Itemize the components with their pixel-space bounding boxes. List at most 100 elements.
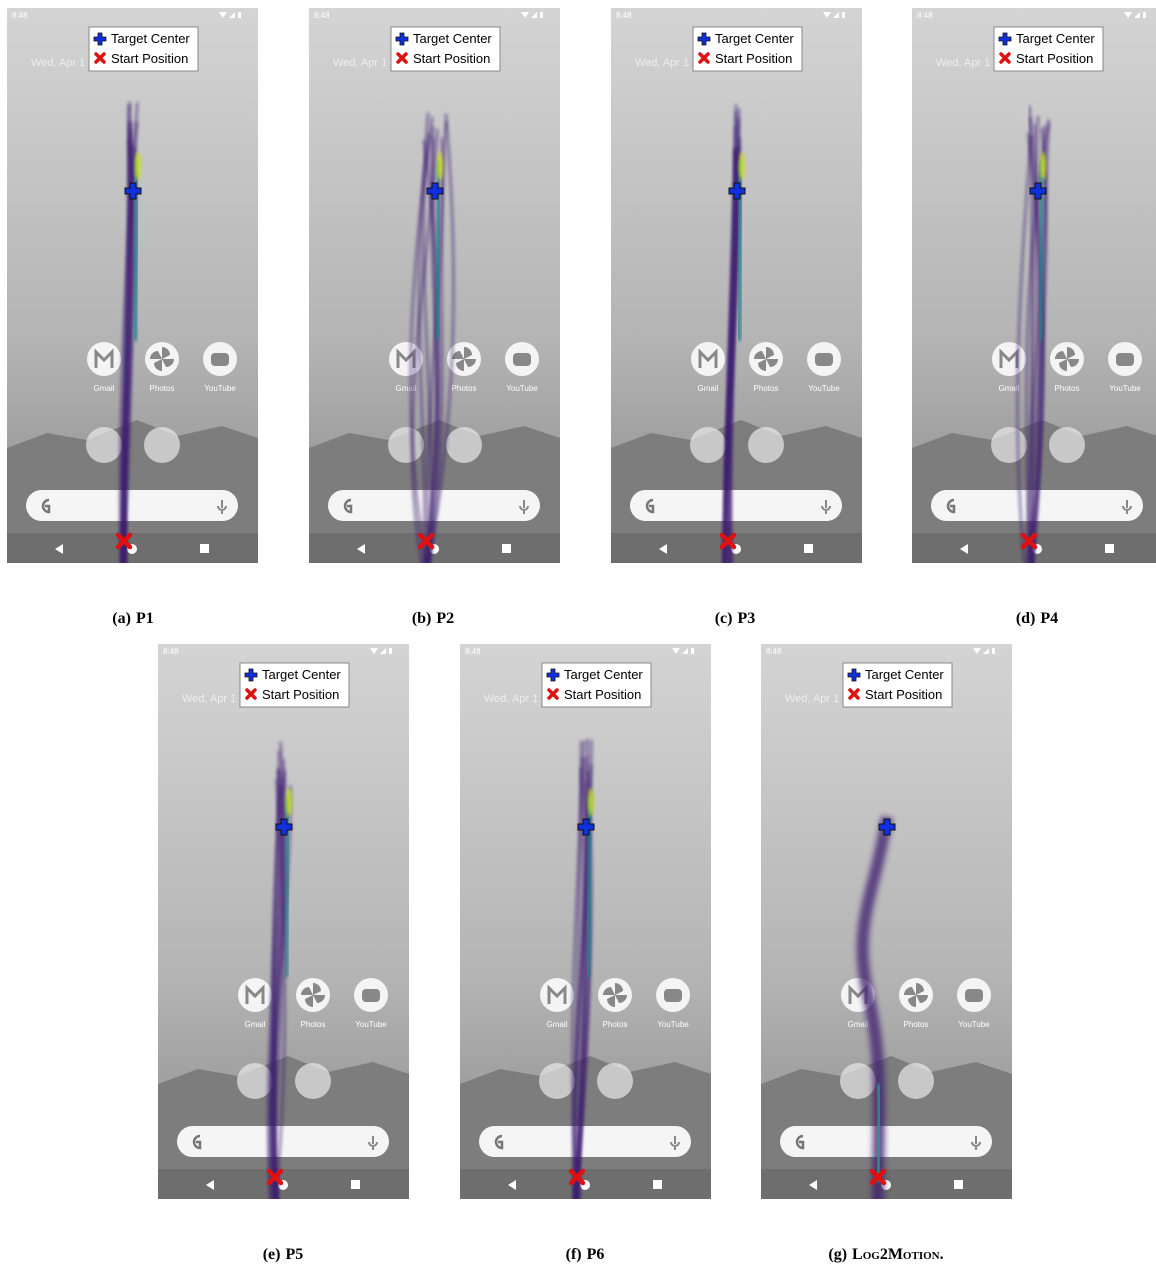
target-marker [577, 818, 595, 836]
dock-icon [898, 1063, 934, 1099]
app-label: Photos [754, 384, 779, 393]
density-peak [437, 152, 443, 180]
start-marker [568, 1168, 586, 1186]
legend-label: Start Position [715, 51, 792, 66]
nav-back [809, 1180, 817, 1190]
legend-target-icon [998, 32, 1012, 46]
trajectory [120, 104, 131, 563]
app-label: YouTube [355, 1020, 387, 1029]
caption-name: P1 [136, 610, 154, 627]
phone-screen: 8:48 Wed, Apr 1 Gmail Photos YouTube Target C… [611, 8, 862, 563]
gmail-glyph [245, 984, 265, 1004]
caption: (e) P5 [263, 1246, 304, 1263]
nav-recent [804, 544, 813, 553]
app-label: Gmail [698, 384, 719, 393]
status-icons [370, 648, 392, 654]
app-label: Gmail [547, 1020, 568, 1029]
google-glyph [192, 1134, 202, 1150]
app-label: YouTube [506, 384, 538, 393]
youtube-glyph [664, 989, 682, 1002]
legend-start-icon [94, 52, 106, 64]
legend: Target Center Start Position [88, 26, 199, 72]
dock-icon [597, 1063, 633, 1099]
nav-back [55, 544, 63, 554]
date: Wed, Apr 1 [936, 57, 990, 69]
google-glyph [645, 498, 655, 514]
app-label: YouTube [657, 1020, 689, 1029]
target-marker [728, 182, 746, 200]
app-label: Photos [452, 384, 477, 393]
legend-box [88, 26, 199, 72]
dock-icon [295, 1063, 331, 1099]
search-bar [630, 490, 842, 521]
youtube-glyph [362, 989, 380, 1002]
phone-screen: 8:48 Wed, Apr 1 Gmail Photos YouTube Target C… [158, 644, 409, 1199]
legend-label: Start Position [865, 687, 942, 702]
start-marker [266, 1168, 284, 1186]
nav-back [357, 544, 365, 554]
photos-glyph [603, 983, 627, 1007]
google-glyph [343, 498, 353, 514]
app-label: Gmail [848, 1020, 869, 1029]
gmail-glyph [396, 348, 416, 368]
caption-name: Log2Motion. [852, 1246, 944, 1263]
status-time: 8:48 [465, 647, 481, 656]
app-icon [447, 342, 481, 376]
caption: (b) P2 [412, 610, 454, 627]
search-bar [177, 1126, 389, 1157]
nav-recent [1105, 544, 1114, 553]
legend-box [239, 662, 350, 708]
app-icon [145, 342, 179, 376]
legend-start-icon [999, 52, 1011, 64]
density-peak [588, 788, 594, 816]
caption: (f) P6 [566, 1246, 605, 1263]
caption-label: (f) [566, 1246, 582, 1263]
nav-recent [351, 1180, 360, 1189]
caption-label: (g) [828, 1246, 847, 1263]
density-peak [135, 152, 141, 180]
legend-start-icon [848, 688, 860, 700]
status-icons [219, 12, 241, 18]
legend: Target Center Start Position [993, 26, 1104, 72]
legend-target-icon [395, 32, 409, 46]
dock-icon [1049, 427, 1085, 463]
legend: Target Center Start Position [390, 26, 501, 72]
gmail-glyph [698, 348, 718, 368]
phone-screen: 8:48 Wed, Apr 1 Gmail Photos YouTube Target C… [761, 644, 1012, 1199]
trajectory [571, 740, 586, 1199]
search-bar [780, 1126, 992, 1157]
youtube-glyph [211, 353, 229, 366]
youtube-glyph [965, 989, 983, 1002]
mic-glyph [519, 500, 529, 514]
app-label: Photos [301, 1020, 326, 1029]
target-marker [275, 818, 293, 836]
app-label: Gmail [396, 384, 417, 393]
density-peak [1040, 152, 1046, 180]
date: Wed, Apr 1 [182, 693, 236, 705]
date: Wed, Apr 1 [31, 57, 85, 69]
legend-box [541, 662, 652, 708]
status-icons [1124, 12, 1146, 18]
legend-label: Start Position [1016, 51, 1093, 66]
caption-name: P4 [1040, 610, 1058, 627]
start-marker [1020, 532, 1038, 550]
legend-target-icon [244, 668, 258, 682]
legend-start-icon [396, 52, 408, 64]
mic-glyph [217, 500, 227, 514]
youtube-glyph [815, 353, 833, 366]
trajectory [1028, 106, 1034, 563]
legend: Target Center Start Position [692, 26, 803, 72]
dock-icon [991, 427, 1027, 463]
legend-label: Target Center [865, 667, 944, 682]
legend-box [692, 26, 803, 72]
trajectory [270, 750, 281, 1199]
mic-glyph [1122, 500, 1132, 514]
trajectory [729, 147, 738, 563]
photos-glyph [754, 347, 778, 371]
dock-icon [388, 427, 424, 463]
caption: (c) P3 [715, 610, 756, 627]
status-time: 8:48 [766, 647, 782, 656]
trajectory-core [876, 1083, 882, 1183]
dock-icon [446, 427, 482, 463]
